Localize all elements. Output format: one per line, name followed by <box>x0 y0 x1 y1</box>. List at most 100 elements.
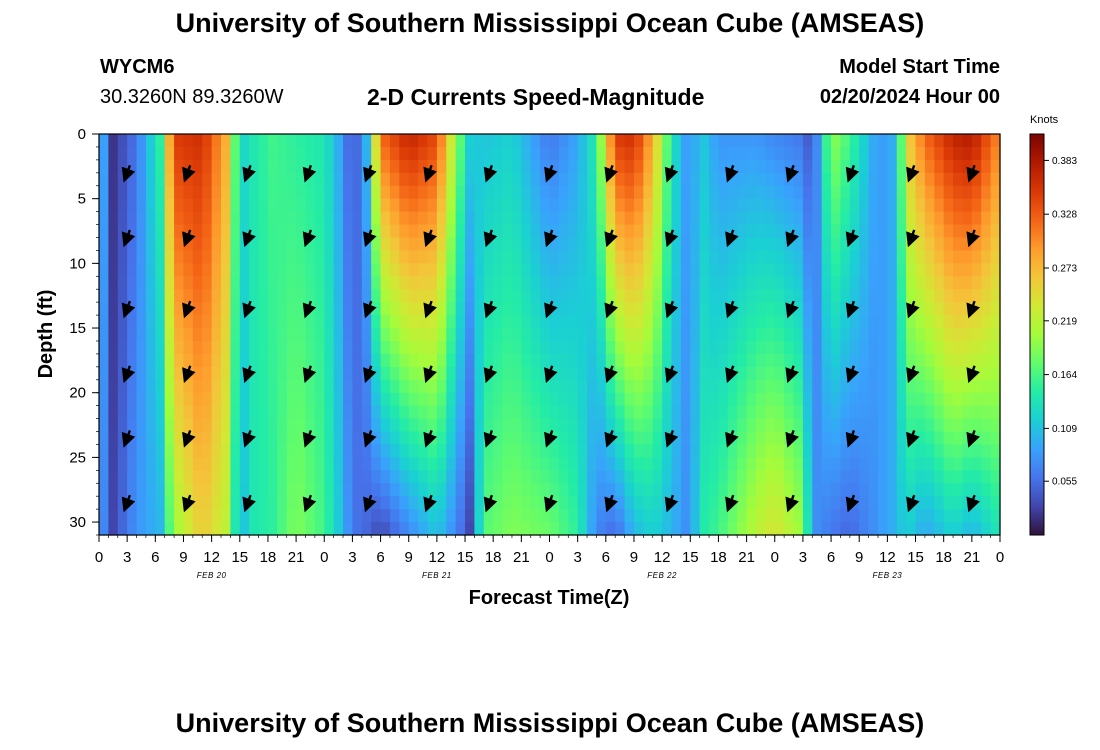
heatmap-cell <box>408 146 419 161</box>
heatmap-cell <box>202 328 213 342</box>
heatmap-cell <box>859 457 870 471</box>
heatmap-cell <box>755 159 766 174</box>
heatmap-cell <box>849 146 860 161</box>
heatmap-cell <box>192 198 203 213</box>
heatmap-cell <box>258 159 269 174</box>
heatmap-cell <box>521 237 532 252</box>
heatmap-cell <box>680 328 691 342</box>
heatmap-cell <box>540 418 551 433</box>
heatmap-cell <box>314 392 325 407</box>
heatmap-cell <box>164 224 175 239</box>
heatmap-cell <box>812 457 823 471</box>
heatmap-cell <box>230 483 241 497</box>
heatmap-cell <box>840 276 851 290</box>
heatmap-cell <box>540 470 551 484</box>
heatmap-cell <box>784 276 795 290</box>
heatmap-cell <box>211 418 222 433</box>
heatmap-cell <box>389 159 400 174</box>
heatmap-cell <box>145 496 156 510</box>
current-vector-arrow <box>906 494 920 513</box>
heatmap-cell <box>755 483 766 497</box>
heatmap-cell <box>108 366 119 381</box>
heatmap-cell <box>277 302 288 316</box>
heatmap-cell <box>511 172 522 187</box>
heatmap-cell <box>136 328 147 342</box>
heatmap-cell <box>709 366 720 381</box>
heatmap-cell <box>530 483 541 497</box>
heatmap-cell <box>540 263 551 277</box>
heatmap-cell <box>793 470 804 484</box>
heatmap-cell <box>277 509 288 523</box>
heatmap-cell <box>493 522 504 536</box>
heatmap-cell <box>680 366 691 381</box>
heatmap-cell <box>286 379 297 394</box>
heatmap-cell <box>164 340 175 355</box>
heatmap-cell <box>690 353 701 368</box>
heatmap-cell <box>831 302 842 316</box>
heatmap-cell <box>211 353 222 368</box>
heatmap-cell <box>934 483 945 497</box>
heatmap-cell <box>127 392 138 407</box>
heatmap-cell <box>680 185 691 200</box>
heatmap-cell <box>249 405 260 420</box>
heatmap-cell <box>530 392 541 407</box>
heatmap-cell <box>568 198 579 213</box>
heatmap-cell <box>183 198 194 213</box>
heatmap-cell <box>699 172 710 187</box>
heatmap-cell <box>568 237 579 252</box>
heatmap-cell <box>652 224 663 239</box>
heatmap-cell <box>549 172 560 187</box>
heatmap-cell <box>511 224 522 239</box>
heatmap-cell <box>746 418 757 433</box>
heatmap-cell <box>192 185 203 200</box>
heatmap-cell <box>155 134 166 148</box>
heatmap-cell <box>793 250 804 264</box>
heatmap-cell <box>277 198 288 213</box>
heatmap-cell <box>981 185 992 200</box>
heatmap-cell <box>624 522 635 536</box>
heatmap-cell <box>596 289 607 303</box>
heatmap-cell <box>587 159 598 174</box>
heatmap-cell <box>727 263 738 277</box>
heatmap-cell <box>371 483 382 497</box>
heatmap-cell <box>483 185 494 200</box>
heatmap-cell <box>755 470 766 484</box>
heatmap-cell <box>971 379 982 394</box>
heatmap-cell <box>371 470 382 484</box>
current-vector-arrow <box>483 164 498 183</box>
heatmap-cell <box>155 263 166 277</box>
heatmap-cell <box>521 134 532 148</box>
heatmap-cell <box>371 211 382 226</box>
heatmap-cell <box>633 366 644 381</box>
heatmap-cell <box>652 379 663 394</box>
heatmap-cell <box>981 302 992 316</box>
heatmap-cell <box>727 483 738 497</box>
heatmap-cell <box>436 444 447 458</box>
heatmap-cell <box>821 315 832 329</box>
heatmap-cell <box>108 379 119 394</box>
heatmap-cell <box>840 263 851 277</box>
heatmap-cell <box>812 302 823 316</box>
heatmap-cell <box>540 250 551 264</box>
heatmap-cell <box>558 444 569 458</box>
current-vector-arrow <box>182 300 196 319</box>
current-vector-arrow <box>725 365 739 384</box>
heatmap-cell <box>399 483 410 497</box>
heatmap-cell <box>493 315 504 329</box>
heatmap-cell <box>755 250 766 264</box>
heatmap-cell <box>521 470 532 484</box>
heatmap-cell <box>802 237 813 252</box>
heatmap-cell <box>493 159 504 174</box>
heatmap-cell <box>380 418 391 433</box>
heatmap-cell <box>418 302 429 316</box>
heatmap-cell <box>145 457 156 471</box>
heatmap-cell <box>671 470 682 484</box>
heatmap-cell <box>887 379 898 394</box>
heatmap-cell <box>671 172 682 187</box>
heatmap-cell <box>615 134 626 148</box>
heatmap-cell <box>371 198 382 213</box>
heatmap-cell <box>108 198 119 213</box>
heatmap-cell <box>953 172 964 187</box>
heatmap-cell <box>249 146 260 161</box>
heatmap-cell <box>690 146 701 161</box>
